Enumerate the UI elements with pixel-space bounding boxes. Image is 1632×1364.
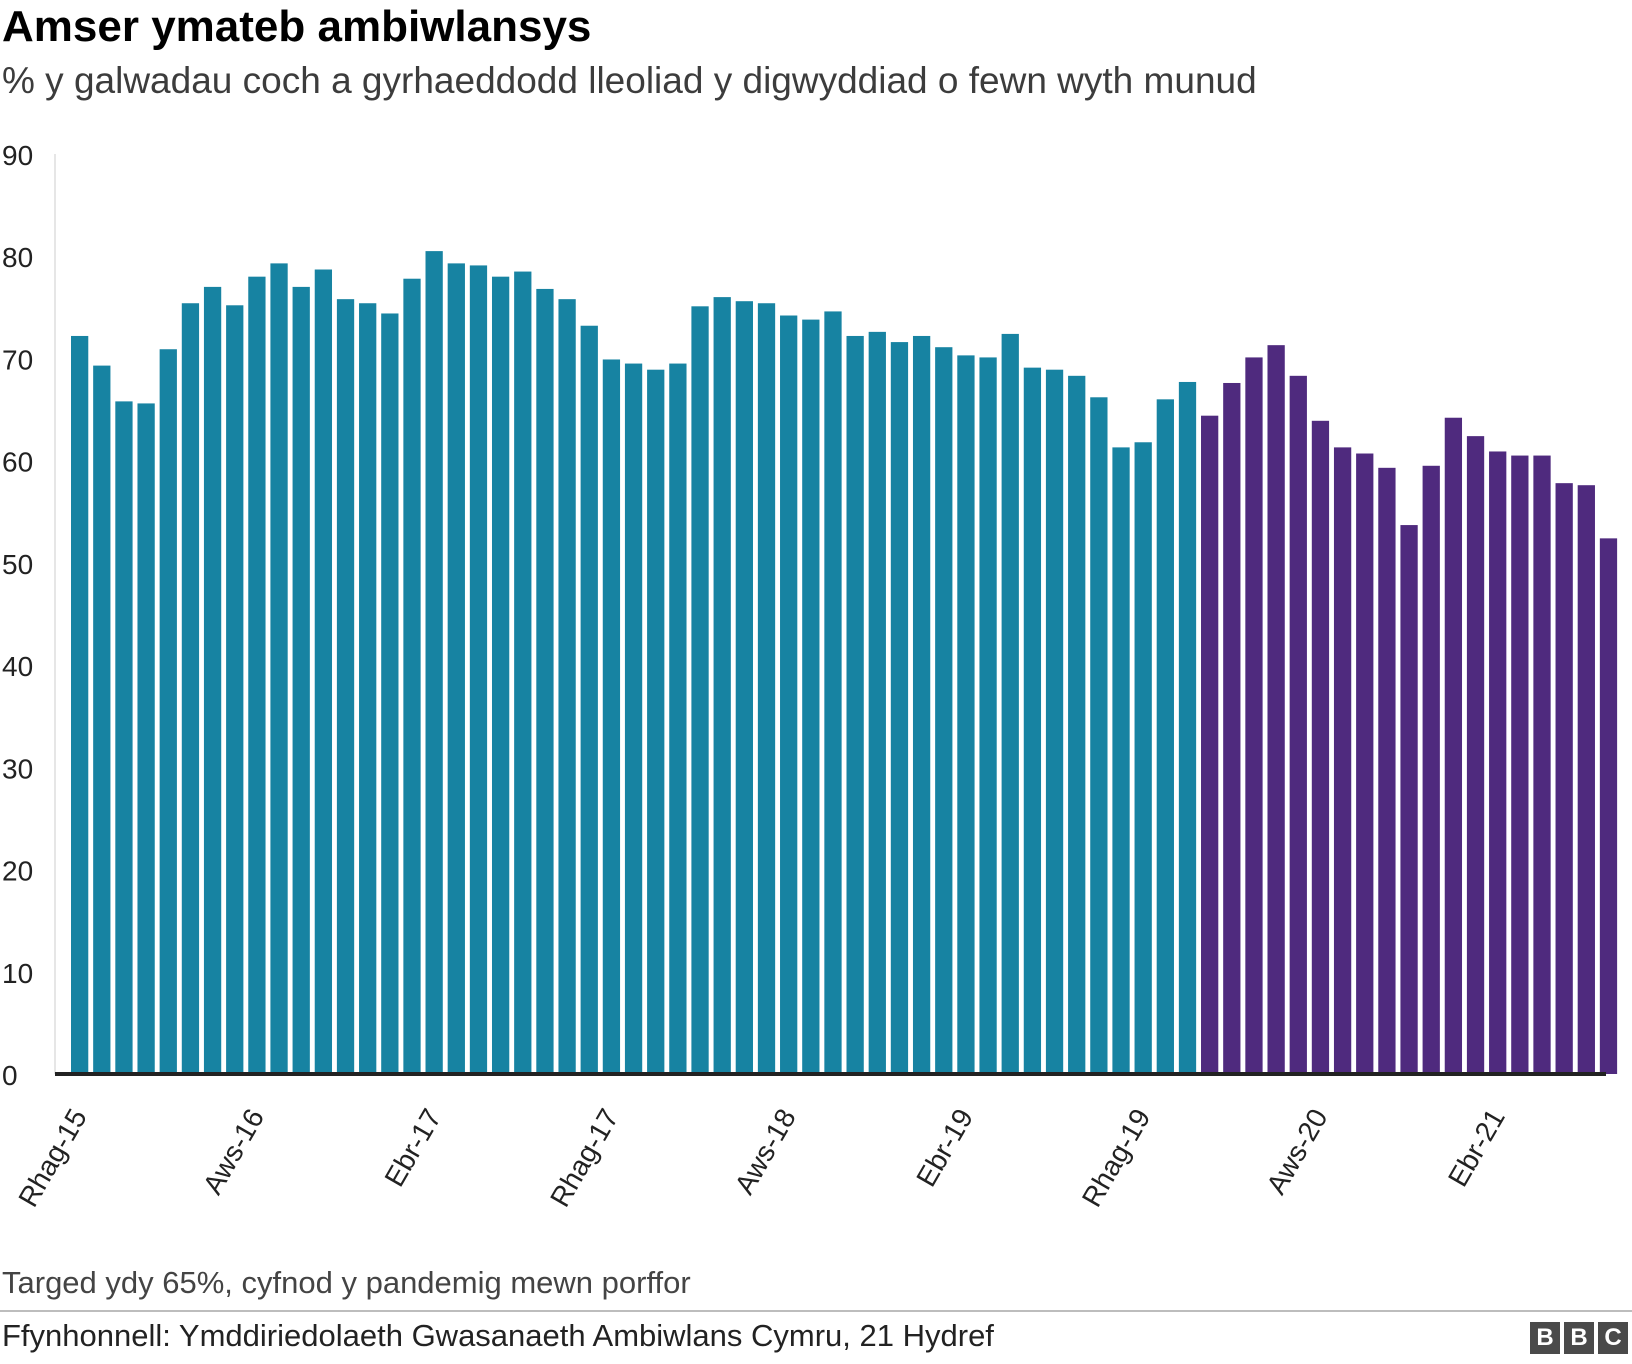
bar	[780, 315, 798, 1074]
y-tick-label: 0	[2, 1060, 18, 1091]
x-tick-label: Ebr-21	[1442, 1104, 1511, 1192]
bar	[270, 263, 288, 1074]
bar	[1333, 447, 1352, 1074]
bar	[292, 286, 310, 1074]
bbc-logo-letter-c: C	[1598, 1322, 1628, 1354]
bar	[181, 303, 200, 1074]
bar	[491, 276, 510, 1074]
bar	[226, 305, 244, 1074]
bar	[647, 369, 665, 1074]
bar	[115, 401, 133, 1074]
x-tick-label: Ebr-17	[378, 1104, 447, 1192]
bar	[1245, 357, 1263, 1074]
bar	[1223, 382, 1241, 1074]
x-tick-label: Rhag-19	[1076, 1104, 1157, 1213]
bar	[558, 299, 576, 1074]
bbc-logo-letter-b1: B	[1530, 1322, 1560, 1354]
y-tick-label: 50	[2, 549, 33, 580]
x-tick-label: Aws-16	[197, 1104, 270, 1200]
bar	[314, 269, 333, 1074]
bar	[93, 365, 111, 1075]
chart-note: Targed ydy 65%, cyfnod y pandemig mewn p…	[2, 1265, 691, 1300]
bar	[1444, 417, 1463, 1075]
y-tick-label: 80	[2, 242, 33, 273]
bar	[1378, 467, 1396, 1074]
bar	[359, 303, 377, 1074]
x-tick-label: Aws-18	[729, 1104, 802, 1200]
y-tick-label: 30	[2, 753, 33, 784]
bar	[580, 325, 598, 1074]
bar	[957, 355, 975, 1074]
bar	[1555, 483, 1573, 1074]
bar	[514, 271, 532, 1074]
bar	[536, 288, 554, 1074]
bar	[137, 403, 155, 1074]
bar	[912, 335, 931, 1074]
bar	[1400, 525, 1418, 1074]
bar	[868, 331, 886, 1074]
bar	[1533, 455, 1551, 1074]
bar	[1201, 415, 1219, 1074]
bar	[802, 319, 820, 1075]
bbc-logo: B B C	[1530, 1322, 1628, 1354]
chart-subtitle: % y galwadau coch a gyrhaeddodd lleoliad…	[2, 60, 1257, 101]
y-tick-label: 40	[2, 651, 33, 682]
bar	[1356, 453, 1374, 1074]
bar	[735, 301, 753, 1074]
bar	[1001, 333, 1019, 1074]
bbc-logo-letter-b2: B	[1564, 1322, 1594, 1354]
bar	[1090, 397, 1108, 1074]
source-credit: Ffynhonnell: Ymddiriedolaeth Gwasanaeth …	[2, 1318, 994, 1353]
bar	[1045, 369, 1064, 1074]
bar	[1466, 436, 1485, 1074]
bar	[1577, 485, 1595, 1074]
bar	[425, 251, 443, 1075]
bar	[757, 303, 776, 1074]
bar	[1311, 420, 1330, 1074]
bar	[1511, 455, 1529, 1074]
y-tick-label: 60	[2, 447, 33, 478]
y-tick-label: 90	[2, 140, 33, 171]
bar	[713, 297, 731, 1074]
y-tick-label: 70	[2, 344, 33, 375]
bar	[669, 363, 687, 1074]
bar	[1289, 375, 1307, 1074]
bar	[381, 313, 399, 1075]
bar	[1156, 399, 1174, 1075]
bar	[1267, 345, 1285, 1074]
bar	[71, 335, 89, 1074]
chart-title: Amser ymateb ambiwlansys	[2, 2, 592, 51]
bar	[336, 299, 355, 1074]
y-tick-label: 10	[2, 958, 33, 989]
x-tick-label: Ebr-19	[910, 1104, 979, 1192]
bar	[624, 363, 643, 1074]
bar	[824, 311, 842, 1074]
x-tick-label: Aws-20	[1260, 1104, 1333, 1200]
x-tick-label: Rhag-17	[544, 1104, 625, 1213]
bar	[935, 347, 953, 1074]
x-tick-label: Rhag-15	[12, 1104, 93, 1213]
bar-chart: 0 10 20 30 40 50 60 70 80 90 Rhag-15 Aws-16 Ebr-17 Rh…	[2, 140, 1618, 1213]
bar	[1112, 447, 1130, 1074]
bar	[203, 286, 222, 1074]
footer-divider	[0, 1310, 1632, 1312]
bar	[846, 335, 864, 1074]
bar	[1178, 381, 1197, 1074]
bar	[1134, 442, 1152, 1074]
bar	[159, 349, 177, 1074]
bar	[403, 278, 421, 1074]
bar	[691, 306, 709, 1074]
bar	[890, 342, 909, 1075]
bar	[979, 357, 997, 1074]
bar	[447, 263, 465, 1074]
bar	[1023, 367, 1042, 1074]
y-tick-label: 20	[2, 856, 33, 887]
bar	[1489, 451, 1507, 1075]
bar	[1599, 538, 1618, 1074]
bar	[469, 265, 488, 1074]
bar	[1422, 465, 1440, 1074]
bar	[602, 359, 621, 1075]
bar	[1068, 375, 1086, 1074]
bar	[248, 276, 266, 1074]
